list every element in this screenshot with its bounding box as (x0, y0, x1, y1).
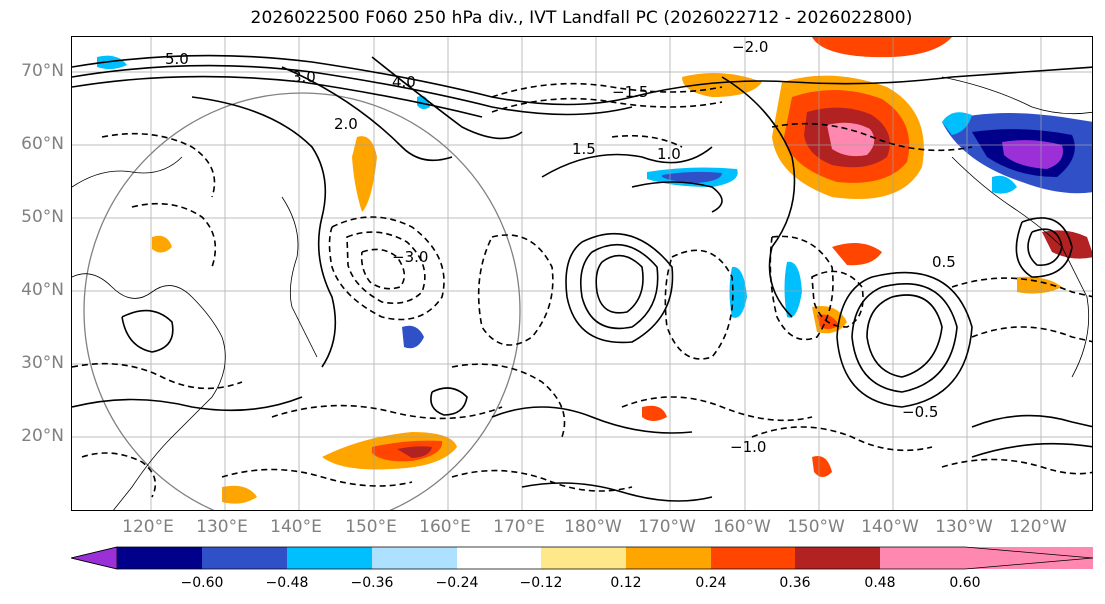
divergence-shading (97, 37, 1092, 504)
colorbar-tick-label: −0.48 (265, 575, 309, 591)
colorbar-tick-label: 0.36 (779, 575, 811, 591)
lon-label-170w: 170°W (638, 517, 696, 537)
lon-label-120w: 120°W (1009, 517, 1067, 537)
lat-label-40n: 40°N (21, 280, 64, 300)
colorbar-segment (711, 547, 795, 569)
lat-label-20n: 20°N (21, 426, 64, 446)
colorbar (71, 546, 1094, 570)
contour-label: −1.5 (612, 83, 648, 101)
colorbar-segment (541, 547, 626, 569)
colorbar-tick-label: −0.60 (180, 575, 224, 591)
contour-label: −3.0 (392, 248, 428, 266)
lon-label-150w: 150°W (787, 517, 845, 537)
map-title: 2026022500 F060 250 hPa div., IVT Landfa… (250, 8, 913, 28)
colorbar-tick-label: 0.12 (610, 575, 642, 591)
colorbar-segment (795, 547, 880, 569)
colorbar-segment (626, 547, 711, 569)
contour-label: −2.0 (732, 38, 768, 56)
map-gridlines (72, 37, 1092, 510)
colorbar-tick-label: −0.36 (350, 575, 394, 591)
landfall-circle (83, 92, 521, 510)
contour-label: 3.0 (292, 68, 316, 86)
contour-labels: 5.0 4.0 3.0 2.0 1.5 1.0 0.5 −0.5 −1.0 −1… (165, 38, 956, 456)
contour-label: 5.0 (165, 50, 189, 68)
colorbar-segment (880, 547, 965, 569)
lon-label-160w: 160°W (713, 517, 771, 537)
contour-label: −0.5 (902, 403, 938, 421)
colorbar-segment (287, 547, 372, 569)
contour-label: 1.0 (657, 145, 681, 163)
colorbar-segment (457, 547, 541, 569)
contour-label: 1.5 (572, 140, 596, 158)
contour-label: −1.0 (730, 438, 766, 456)
lat-label-70n: 70°N (21, 61, 64, 81)
lat-label-50n: 50°N (21, 207, 64, 227)
colorbar-tick-label: 0.24 (695, 575, 727, 591)
lon-label-130e: 130°E (196, 517, 248, 537)
colorbar-extend-left (71, 546, 118, 570)
colorbar-extend-right (965, 547, 1093, 569)
lon-label-180w: 180°W (564, 517, 622, 537)
colorbar-tick-label: −0.24 (435, 575, 479, 591)
colorbar-segment (202, 547, 287, 569)
lon-label-120e: 120°E (122, 517, 174, 537)
map-panel: 5.0 4.0 3.0 2.0 1.5 1.0 0.5 −0.5 −1.0 −1… (71, 36, 1093, 511)
lon-label-150e: 150°E (345, 517, 397, 537)
negative-contours (72, 82, 1092, 498)
lon-label-160e: 160°E (419, 517, 471, 537)
contour-label: 2.0 (334, 115, 358, 133)
lat-label-60n: 60°N (21, 134, 64, 154)
lon-label-140e: 140°E (270, 517, 322, 537)
colorbar-segment (372, 547, 457, 569)
colorbar-segment (117, 547, 202, 569)
colorbar-tick-label: −0.12 (519, 575, 563, 591)
contour-label: 4.0 (392, 73, 416, 91)
lon-label-140w: 140°W (861, 517, 919, 537)
lat-label-30n: 30°N (21, 353, 64, 373)
colorbar-tick-label: 0.48 (864, 575, 896, 591)
contour-label: 0.5 (932, 253, 956, 271)
lon-label-170e: 170°E (493, 517, 545, 537)
map-canvas: 5.0 4.0 3.0 2.0 1.5 1.0 0.5 −0.5 −1.0 −1… (72, 37, 1092, 510)
lon-label-130w: 130°W (935, 517, 993, 537)
colorbar-tick-label: 0.60 (949, 575, 981, 591)
